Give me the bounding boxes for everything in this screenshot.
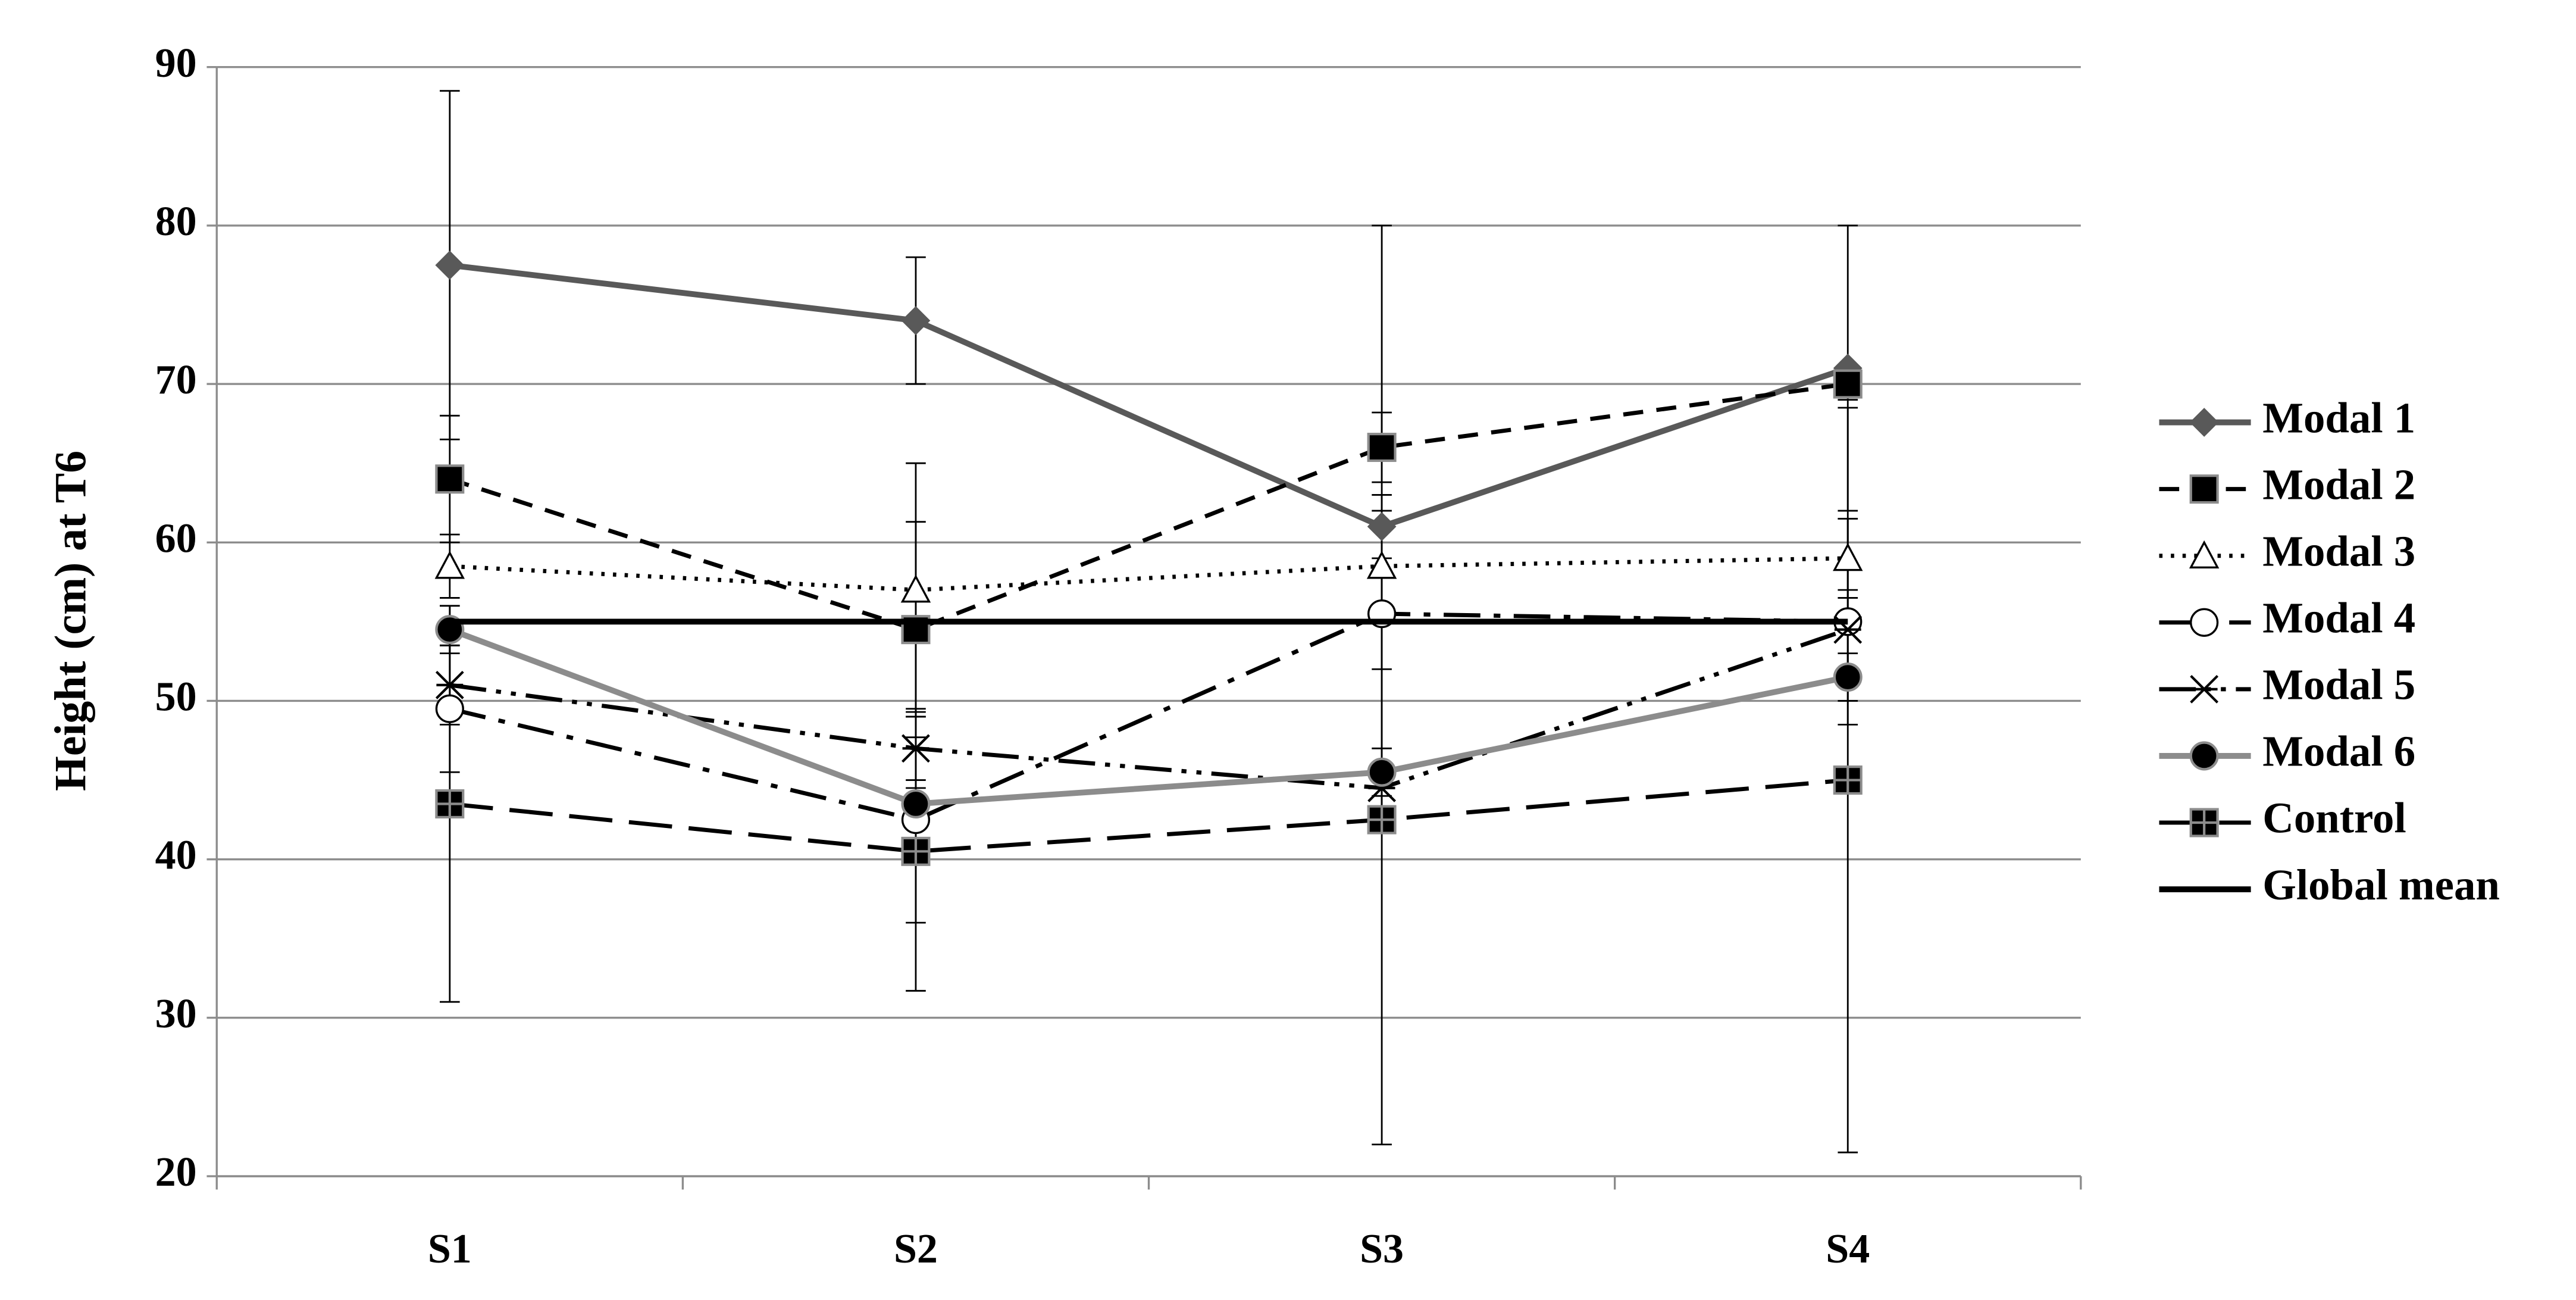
- marker: [1367, 757, 1397, 787]
- marker: [901, 306, 931, 336]
- marker: [2189, 540, 2220, 568]
- series: [435, 615, 1863, 802]
- series-line: [449, 262, 1849, 530]
- y-tick-label: 30: [155, 991, 197, 1037]
- marker-cross: [436, 790, 464, 817]
- marker-cross: [2190, 809, 2218, 836]
- marker: [2190, 608, 2219, 637]
- marker: [435, 694, 464, 723]
- marker: [434, 551, 465, 579]
- marker: [902, 734, 930, 763]
- marker: [1367, 433, 1397, 462]
- y-tick-label: 90: [155, 40, 197, 86]
- x-tick-label: S4: [1826, 1226, 1870, 1272]
- y-tick-label: 40: [155, 833, 197, 879]
- legend-label: Modal 1: [2262, 393, 2415, 442]
- marker-cross: [1834, 767, 1861, 793]
- legend-label: Modal 3: [2262, 527, 2415, 575]
- legend-label: Modal 2: [2262, 460, 2415, 508]
- series: [435, 369, 1863, 645]
- x-tick-label: S2: [894, 1226, 938, 1272]
- marker: [2189, 408, 2219, 437]
- series: [435, 765, 1863, 866]
- series: [434, 542, 1863, 603]
- legend-label: Control: [2262, 794, 2406, 842]
- marker: [1833, 369, 1863, 399]
- marker: [2190, 674, 2219, 704]
- marker: [435, 464, 465, 494]
- marker: [900, 574, 931, 603]
- series-line: [449, 778, 1848, 854]
- marker-cross: [902, 838, 929, 865]
- series-line: [449, 382, 1848, 632]
- marker: [2189, 741, 2219, 771]
- x-tick-label: S1: [428, 1226, 472, 1272]
- series-line: [449, 627, 1849, 807]
- x-tick-label: S3: [1360, 1226, 1404, 1272]
- y-tick-label: 70: [155, 357, 197, 403]
- marker: [435, 670, 464, 699]
- marker: [1833, 662, 1863, 692]
- legend-label: Modal 5: [2262, 661, 2415, 709]
- marker: [435, 251, 465, 280]
- legend-label: Modal 6: [2262, 727, 2415, 776]
- y-tick-label: 50: [155, 674, 197, 720]
- y-tick-label: 60: [155, 515, 197, 561]
- y-tick-label: 20: [155, 1149, 197, 1195]
- marker: [901, 789, 931, 818]
- marker: [1367, 512, 1397, 542]
- series-line: [449, 556, 1848, 592]
- y-tick-label: 80: [155, 199, 197, 245]
- y-axis-title: Height (cm) at T6: [46, 451, 95, 791]
- legend-label: Global mean: [2262, 861, 2500, 909]
- marker: [1366, 551, 1397, 579]
- series: [435, 251, 1863, 542]
- marker-cross: [1368, 806, 1395, 833]
- marker: [1833, 542, 1863, 571]
- series-line: [449, 611, 1848, 822]
- marker: [2189, 474, 2219, 504]
- legend-label: Modal 4: [2262, 593, 2415, 642]
